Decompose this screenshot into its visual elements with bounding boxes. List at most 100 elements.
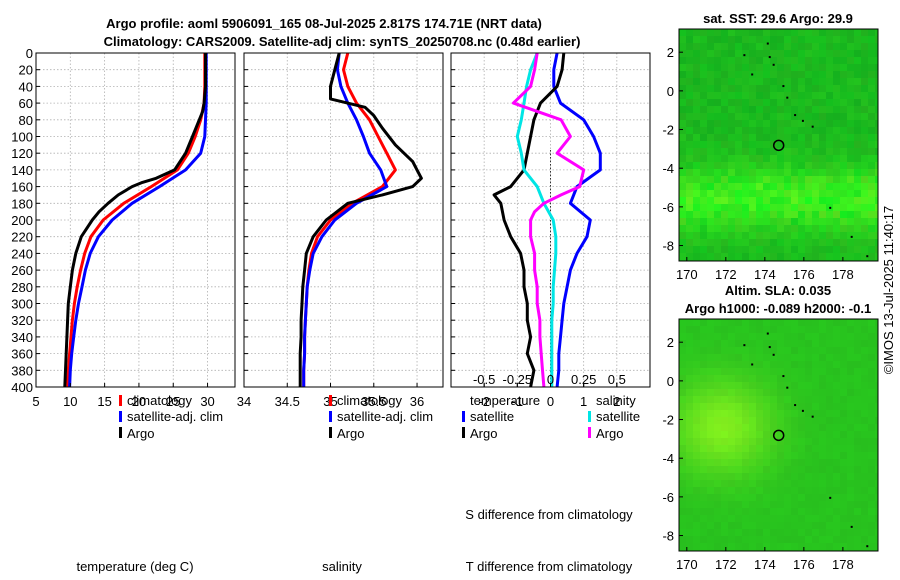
map-cell: [700, 389, 707, 396]
map-cell: [714, 134, 721, 141]
map-cell: [756, 333, 763, 340]
map-cell: [833, 445, 840, 452]
map-cell: [749, 529, 756, 536]
map-cell: [770, 155, 777, 162]
legend-label-s-argo: Argo: [596, 426, 623, 441]
map-cell: [791, 232, 798, 239]
map-cell: [721, 99, 728, 106]
map-cell: [833, 225, 840, 232]
map-cell: [840, 148, 847, 155]
map-cell: [861, 375, 868, 382]
map-cell: [679, 225, 686, 232]
map-cell: [791, 225, 798, 232]
map-cell: [707, 211, 714, 218]
map-cell: [756, 452, 763, 459]
map-cell: [721, 155, 728, 162]
map-cell: [686, 246, 693, 253]
map-cell: [707, 78, 714, 85]
map-cell: [840, 459, 847, 466]
map-cell: [784, 410, 791, 417]
map-cell: [833, 536, 840, 543]
map-cell: [798, 326, 805, 333]
map-cell: [756, 239, 763, 246]
map-cell: [686, 239, 693, 246]
map-cell: [756, 43, 763, 50]
island-marker: [811, 125, 814, 128]
map-cell: [735, 141, 742, 148]
map-cell: [861, 522, 868, 529]
y-tick-label: 260: [11, 263, 33, 278]
map-cell: [721, 354, 728, 361]
map-cell: [812, 253, 819, 260]
map-cell: [735, 92, 742, 99]
map-cell: [784, 162, 791, 169]
map-cell: [693, 232, 700, 239]
map-cell: [742, 403, 749, 410]
lon-tick-label: 174: [754, 267, 776, 282]
map-cell: [693, 361, 700, 368]
s-tick-label: -0.5: [473, 372, 495, 387]
map-cell: [798, 183, 805, 190]
y-tick-label: 280: [11, 280, 33, 295]
map-cell: [763, 347, 770, 354]
map-cell: [763, 127, 770, 134]
map-cell: [833, 141, 840, 148]
x-tick-label: 34.5: [275, 394, 300, 409]
map-cell: [847, 36, 854, 43]
map-cell: [875, 459, 878, 466]
map-cell: [770, 319, 777, 326]
map-cell: [875, 466, 878, 473]
map-cell: [840, 403, 847, 410]
map-cell: [686, 99, 693, 106]
map-cell: [777, 438, 784, 445]
map-cell: [763, 239, 770, 246]
map-cell: [847, 162, 854, 169]
map-cell: [756, 162, 763, 169]
map-cell: [735, 162, 742, 169]
map-cell: [770, 204, 777, 211]
map-cell: [791, 368, 798, 375]
map-cell: [693, 396, 700, 403]
map-cell: [749, 225, 756, 232]
map-cell: [686, 29, 693, 36]
map-cell: [791, 120, 798, 127]
map-cell: [861, 78, 868, 85]
map-cell: [679, 141, 686, 148]
map-cell: [693, 211, 700, 218]
map-cell: [749, 120, 756, 127]
map-cell: [770, 253, 777, 260]
map-cell: [721, 162, 728, 169]
map-cell: [756, 487, 763, 494]
map-cell: [686, 225, 693, 232]
map-cell: [763, 148, 770, 155]
map-cell: [763, 232, 770, 239]
lat-tick-label: 0: [667, 84, 674, 99]
map-cell: [819, 347, 826, 354]
map-cell: [777, 197, 784, 204]
map-cell: [854, 134, 861, 141]
map-cell: [742, 424, 749, 431]
map-cell: [749, 452, 756, 459]
map-cell: [847, 529, 854, 536]
map-cell: [826, 197, 833, 204]
map-cell: [700, 536, 707, 543]
map-cell: [707, 106, 714, 113]
map-cell: [805, 162, 812, 169]
map-cell: [812, 78, 819, 85]
map-cell: [714, 71, 721, 78]
map-cell: [847, 375, 854, 382]
map-cell: [854, 403, 861, 410]
map-cell: [777, 176, 784, 183]
map-cell: [707, 459, 714, 466]
map-cell: [728, 197, 735, 204]
map-cell: [861, 204, 868, 211]
map-cell: [770, 501, 777, 508]
map-cell: [728, 354, 735, 361]
map-cell: [854, 71, 861, 78]
map-cell: [756, 382, 763, 389]
map-cell: [756, 127, 763, 134]
map-cell: [805, 134, 812, 141]
map-cell: [714, 232, 721, 239]
map-cell: [770, 197, 777, 204]
